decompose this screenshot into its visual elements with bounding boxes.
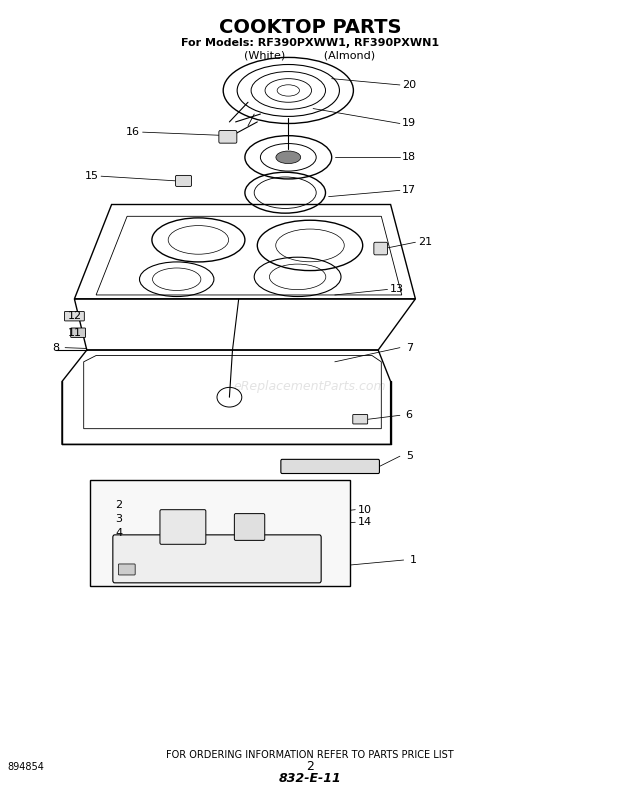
Bar	[90, 480, 350, 586]
FancyBboxPatch shape	[353, 415, 368, 424]
Text: 14: 14	[358, 517, 371, 527]
FancyBboxPatch shape	[234, 514, 265, 541]
Text: 832-E-11: 832-E-11	[278, 772, 342, 785]
FancyBboxPatch shape	[175, 176, 192, 187]
Text: 1: 1	[409, 555, 417, 565]
FancyBboxPatch shape	[281, 460, 379, 474]
FancyBboxPatch shape	[118, 564, 135, 575]
Text: 2: 2	[115, 500, 123, 510]
Text: 20: 20	[402, 80, 416, 90]
Text: 10: 10	[358, 504, 371, 515]
FancyBboxPatch shape	[160, 510, 206, 545]
Text: 17: 17	[402, 186, 416, 195]
Text: 7: 7	[405, 342, 413, 353]
Text: For Models: RF390PXWW1, RF390PXWN1: For Models: RF390PXWW1, RF390PXWN1	[181, 39, 439, 48]
Text: 5: 5	[405, 451, 413, 461]
Text: eReplacementParts.com: eReplacementParts.com	[234, 380, 386, 394]
Text: 6: 6	[405, 410, 413, 420]
Ellipse shape	[276, 151, 301, 164]
FancyBboxPatch shape	[374, 242, 388, 255]
Text: 15: 15	[85, 172, 99, 181]
FancyBboxPatch shape	[113, 535, 321, 583]
Text: 19: 19	[402, 119, 416, 128]
Text: FOR ORDERING INFORMATION REFER TO PARTS PRICE LIST: FOR ORDERING INFORMATION REFER TO PARTS …	[166, 750, 454, 760]
Text: 21: 21	[418, 237, 432, 247]
Text: 4: 4	[115, 528, 123, 538]
Text: 8: 8	[52, 342, 60, 353]
Text: 13: 13	[390, 284, 404, 294]
Text: 3: 3	[115, 514, 123, 524]
Text: 16: 16	[126, 127, 140, 137]
Text: 894854: 894854	[7, 762, 45, 772]
Text: COOKTOP PARTS: COOKTOP PARTS	[219, 18, 401, 37]
FancyBboxPatch shape	[64, 312, 84, 321]
Text: 2: 2	[306, 760, 314, 774]
FancyBboxPatch shape	[71, 328, 86, 338]
Text: 12: 12	[68, 311, 81, 321]
Text: 18: 18	[402, 153, 416, 162]
FancyBboxPatch shape	[219, 131, 237, 143]
Text: (White)           (Almond): (White) (Almond)	[244, 50, 376, 60]
Text: 11: 11	[68, 327, 81, 338]
